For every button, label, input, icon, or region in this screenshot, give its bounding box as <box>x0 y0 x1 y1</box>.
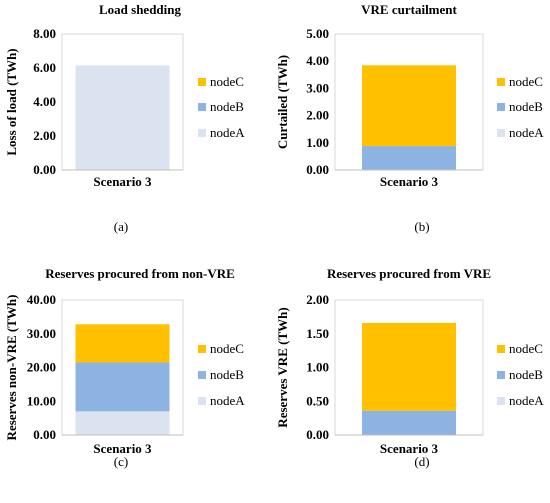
chart-title: VRE curtailment <box>361 2 457 17</box>
legend-label-nodeB: nodeB <box>210 367 244 382</box>
legend-swatch-nodeB <box>198 103 206 111</box>
legend-label-nodeB: nodeB <box>509 367 543 382</box>
chart-title: Reserves procured from non-VRE <box>45 266 235 281</box>
y-tick-label: 2.00 <box>306 292 329 307</box>
panel-caption: (d) <box>414 454 429 469</box>
x-tick-label: Scenario 3 <box>380 441 439 456</box>
legend-swatch-nodeC <box>198 345 206 353</box>
x-tick-label: Scenario 3 <box>380 174 439 189</box>
y-tick-label: 40.00 <box>27 292 56 307</box>
y-tick-label: 1.50 <box>306 326 329 341</box>
y-tick-label: 4.00 <box>33 94 56 109</box>
x-tick-label: Scenario 3 <box>93 174 152 189</box>
y-tick-label: 20.00 <box>27 360 56 375</box>
legend-label-nodeC: nodeC <box>509 74 543 89</box>
y-tick-label: 0.00 <box>306 427 329 442</box>
y-tick-label: 5.00 <box>306 26 329 41</box>
y-tick-label: 6.00 <box>33 60 56 75</box>
legend-label-nodeC: nodeC <box>210 74 244 89</box>
bar-segment-nodeC <box>75 324 170 363</box>
legend-swatch-nodeC <box>497 78 505 86</box>
y-tick-label: 1.00 <box>306 360 329 375</box>
legend-swatch-nodeC <box>198 78 206 86</box>
y-axis-label: Reserves VRE (TWh) <box>275 307 290 427</box>
legend-swatch-nodeB <box>497 371 505 379</box>
y-tick-label: 4.00 <box>306 53 329 68</box>
y-tick-label: 0.00 <box>33 427 56 442</box>
chart-panel-b: VRE curtailment Scenario 3 0.00 1.00 2.00 3.0… <box>275 2 544 234</box>
y-tick-label: 10.00 <box>27 393 56 408</box>
chart-panel-c: Reserves procured from non-VRE Scenario 3… <box>4 266 245 469</box>
bar-segment-nodeA <box>75 65 170 170</box>
bar-segment-nodeC <box>362 65 456 147</box>
chart-title: Load shedding <box>99 2 182 17</box>
y-axis-label: Reserves non-VRE (TWh) <box>4 295 19 441</box>
y-tick-label: 1.00 <box>306 135 329 150</box>
bar-segment-nodeC <box>362 322 456 411</box>
bar-segment-nodeA <box>75 411 170 435</box>
chart-panel-d: Reserves procured from VRE Scenario 3 0.00… <box>275 266 544 469</box>
y-tick-label: 30.00 <box>27 326 56 341</box>
legend-label-nodeA: nodeA <box>210 393 245 408</box>
panel-caption: (a) <box>114 219 128 234</box>
bar-segment-nodeB <box>362 146 456 170</box>
legend-swatch-nodeA <box>198 129 206 137</box>
bar-segment-nodeB <box>75 362 170 412</box>
legend-swatch-nodeC <box>497 345 505 353</box>
y-tick-label: 0.00 <box>306 162 329 177</box>
y-tick-label: 2.00 <box>33 128 56 143</box>
legend-swatch-nodeA <box>198 397 206 405</box>
legend-label-nodeA: nodeA <box>210 125 245 140</box>
panel-caption: (b) <box>414 219 429 234</box>
legend-label-nodeB: nodeB <box>210 99 244 114</box>
y-tick-label: 0.50 <box>306 393 329 408</box>
legend-swatch-nodeA <box>497 397 505 405</box>
chart-panel-a: Load shedding Scenario 3 0.00 2.00 4.00 6.00 8… <box>4 2 245 234</box>
panel-caption: (c) <box>114 454 128 469</box>
x-tick-label: Scenario 3 <box>93 441 152 456</box>
legend-label-nodeB: nodeB <box>509 99 543 114</box>
legend-label-nodeA: nodeA <box>509 125 544 140</box>
y-tick-label: 0.00 <box>33 162 56 177</box>
legend-label-nodeC: nodeC <box>509 341 543 356</box>
legend-swatch-nodeB <box>198 371 206 379</box>
y-axis-label: Loss of load (TWh) <box>4 48 19 155</box>
legend-swatch-nodeB <box>497 103 505 111</box>
y-axis-label: Curtailed (TWh) <box>275 55 290 149</box>
y-tick-label: 8.00 <box>33 26 56 41</box>
bar-segment-nodeB <box>362 410 456 435</box>
y-tick-label: 2.00 <box>306 108 329 123</box>
y-tick-label: 3.00 <box>306 80 329 95</box>
legend-label-nodeA: nodeA <box>509 393 544 408</box>
chart-title: Reserves procured from VRE <box>327 266 491 281</box>
legend-swatch-nodeA <box>497 129 505 137</box>
legend-label-nodeC: nodeC <box>210 341 244 356</box>
